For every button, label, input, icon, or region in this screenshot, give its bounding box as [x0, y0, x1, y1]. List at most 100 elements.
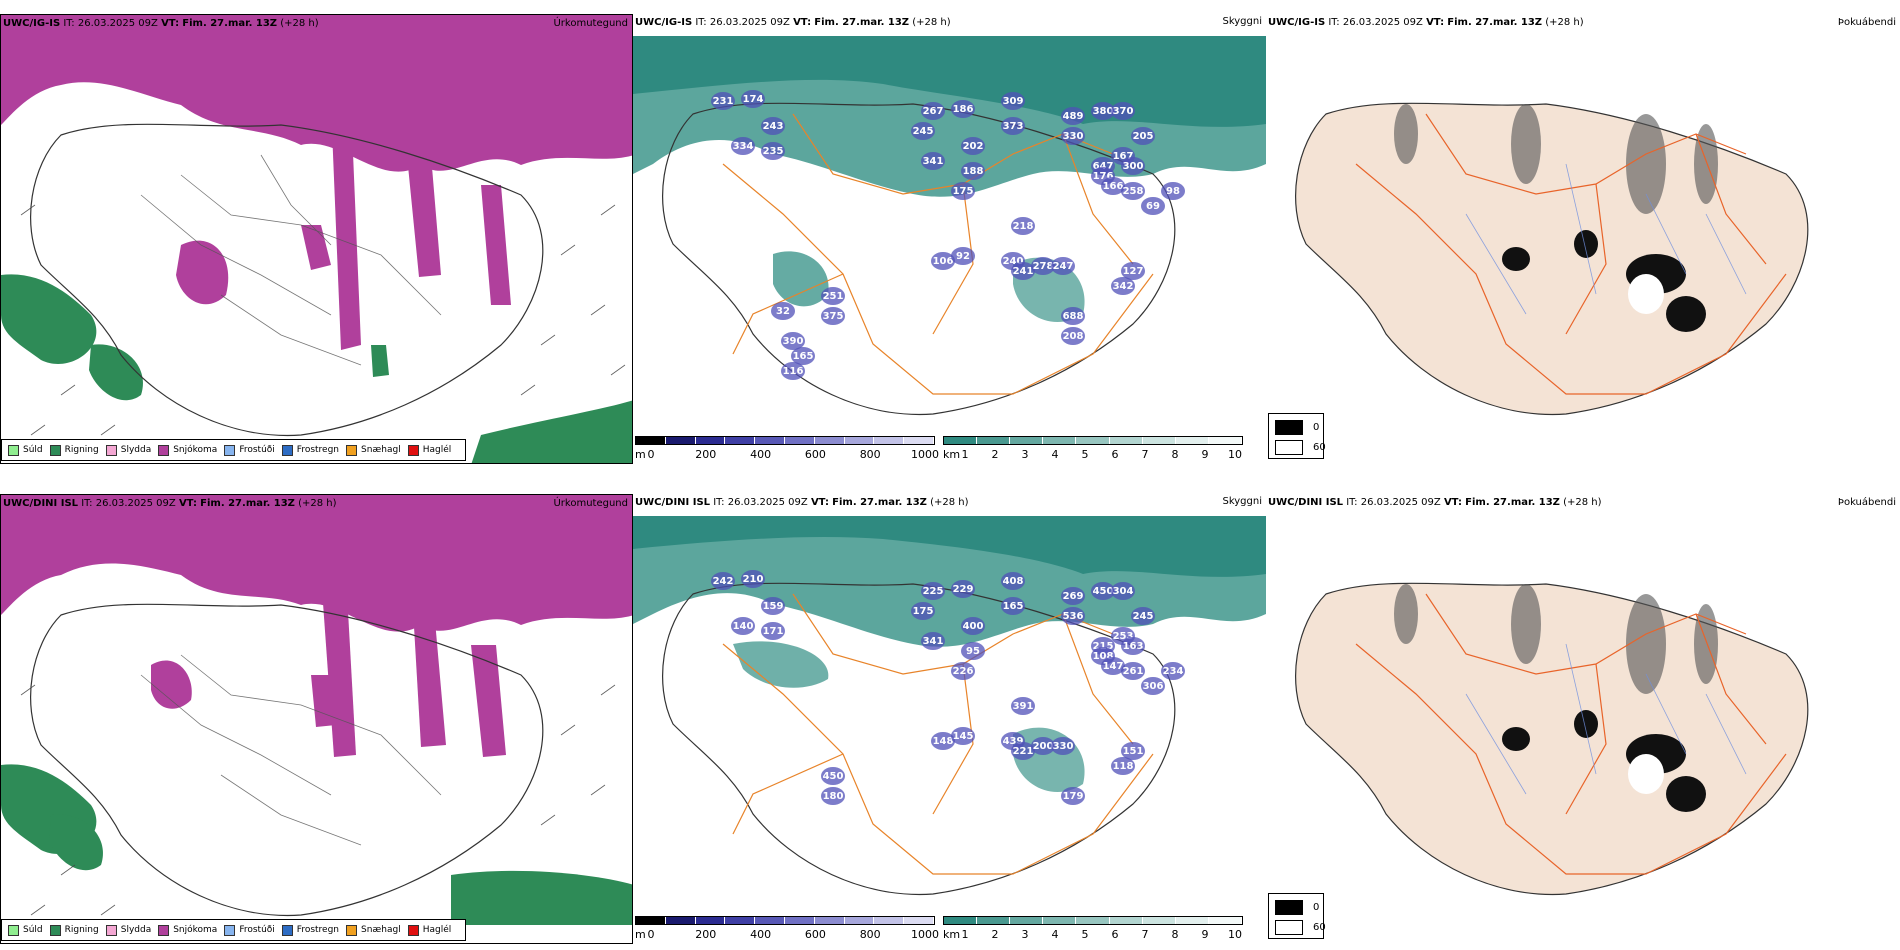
fog-legend-label: 60: [1313, 922, 1326, 933]
cloud-base-value: 175: [953, 186, 974, 197]
colorbar-tick-label: 600: [804, 448, 826, 461]
cloud-base-value: 218: [1013, 221, 1034, 232]
cloud-base-patch: [821, 287, 845, 305]
colorbar-tick-label: 1000: [911, 448, 939, 461]
cloud-base-patch: [1031, 257, 1055, 275]
precip-legend-top: Súld Rigning Slydda Snjókoma Frostúði Frostre…: [1, 439, 466, 461]
cloud-base-value: 140: [733, 621, 754, 632]
fog-legend-top: 0 60: [1268, 413, 1326, 459]
cloud-base-patch: [1061, 787, 1085, 805]
legend-item: Frostúði: [224, 924, 275, 936]
legend-label: Frostúði: [239, 445, 275, 455]
cloud-base-patch: [911, 122, 935, 140]
colorbar-segment: [844, 437, 875, 444]
legend-label: Frostregn: [296, 925, 340, 935]
cloud-base-patch: [951, 100, 975, 118]
panel-title: Skyggni: [1222, 16, 1262, 27]
cloud-base-patch: [761, 622, 785, 640]
colorbar-segment: [636, 437, 666, 444]
cloud-base-patch: [1111, 757, 1135, 775]
cloud-base-patch: [1111, 102, 1135, 120]
colorbar-strip: [943, 436, 1243, 445]
colorbar-tick-label: 9: [1201, 928, 1209, 941]
colorbar-tick-label: 7: [1141, 448, 1149, 461]
cloud-base-value: 215: [1093, 641, 1114, 652]
colorbar-segment: [665, 437, 696, 444]
colorbar-tick-label: 0: [647, 928, 655, 941]
colorbar-segment: [636, 917, 666, 924]
cloud-base-patch: [1001, 572, 1025, 590]
cloud-base-patch: [1121, 182, 1145, 200]
colorbar-segment: [695, 437, 726, 444]
legend-label: Súld: [23, 925, 43, 935]
header-top-cloud: UWC/IG-IS IT: 26.03.2025 09Z VT: Fim. 27…: [635, 17, 951, 28]
legend-swatch: [346, 924, 358, 936]
colorbar-tick-label: 1000: [911, 928, 939, 941]
colorbar-segment: [1076, 437, 1110, 444]
colorbar-tick-label: 400: [750, 928, 772, 941]
colorbar-segment: [814, 917, 845, 924]
legend-swatch: [8, 924, 19, 936]
colorbar-tick-label: 3: [1021, 928, 1029, 941]
colorbar-segment: [977, 917, 1011, 924]
cloud-base-patch: [1061, 107, 1085, 125]
legend-label: Snæhagl: [361, 445, 401, 455]
colorbar-segment: [784, 917, 815, 924]
cloud-base-patch: [1061, 607, 1085, 625]
colorbar-segment: [665, 917, 696, 924]
colorbar-segment: [1010, 437, 1044, 444]
cloud-base-patch: [921, 152, 945, 170]
cloud-base-value: 165: [1003, 601, 1024, 612]
cloud-base-value: 400: [963, 621, 984, 632]
colorbar-segment: [1109, 437, 1143, 444]
legend-label: Haglél: [422, 445, 452, 455]
legend-swatch: [281, 444, 293, 456]
legend-item: Frostregn: [281, 444, 339, 456]
legend-item: Haglél: [407, 444, 452, 456]
cloud-base-patch: [1161, 662, 1185, 680]
cloud-base-patch: [1031, 737, 1055, 755]
legend-label: Haglél: [422, 925, 452, 935]
colorbar-tick-label: 1: [961, 928, 969, 941]
precip-panel-top: UWC/IG-IS IT: 26.03.2025 09Z VT: Fim. 27…: [0, 14, 633, 464]
cloud-base-value: 208: [1063, 331, 1084, 342]
cloud-base-value: 390: [783, 336, 804, 347]
colorbar-strip: [943, 916, 1243, 925]
cloud-base-patch: [821, 307, 845, 325]
cloud-base-patch: [1011, 262, 1035, 280]
cloud-base-value: 300: [1123, 161, 1144, 172]
colorbar-tick-label: 10: [1228, 928, 1242, 941]
cloud-base-value: 241: [1013, 266, 1034, 277]
colorbar-segment: [1175, 917, 1209, 924]
cloud-base-value: 179: [1063, 791, 1084, 802]
cloud-base-patch: [711, 92, 735, 110]
colorbar-tick-label: 10: [1228, 448, 1242, 461]
cloud-base-value: 341: [923, 636, 944, 647]
precip-map-bottom: [1, 495, 632, 943]
fog-legend-row: 60: [1275, 440, 1326, 455]
cloud-base-colorbar-top: m 0 200 400 600 800 1000: [635, 436, 939, 462]
cloud-base-value: 95: [966, 646, 980, 657]
cloud-base-value: 225: [923, 586, 944, 597]
cloud-base-value: 688: [1063, 311, 1084, 322]
colorbar-segment: [1010, 917, 1044, 924]
cloud-base-value: 242: [713, 576, 734, 587]
cloud-base-value: 450: [1093, 586, 1114, 597]
fog-legend-swatch: [1275, 920, 1303, 935]
cloud-base-patch: [1061, 327, 1085, 345]
colorbar-tick-label: 6: [1111, 928, 1119, 941]
colorbar-unit: m: [635, 928, 646, 941]
cloud-base-patch: [741, 90, 765, 108]
colorbar-tick-label: 200: [695, 928, 717, 941]
legend-swatch: [407, 444, 419, 456]
fog-legend-bottom: 0 60: [1268, 893, 1326, 939]
colorbar-segment: [1142, 437, 1176, 444]
cloud-base-value: 240: [1003, 256, 1024, 267]
cloud-base-value: 116: [783, 366, 804, 377]
cloud-base-patch: [1121, 157, 1145, 175]
colorbar-segment: [1076, 917, 1110, 924]
colorbar-segment: [1043, 917, 1077, 924]
precip-panel-bottom: UWC/DINI ISL IT: 26.03.2025 09Z VT: Fim.…: [0, 494, 633, 944]
fog-legend-swatch: [1275, 900, 1303, 915]
